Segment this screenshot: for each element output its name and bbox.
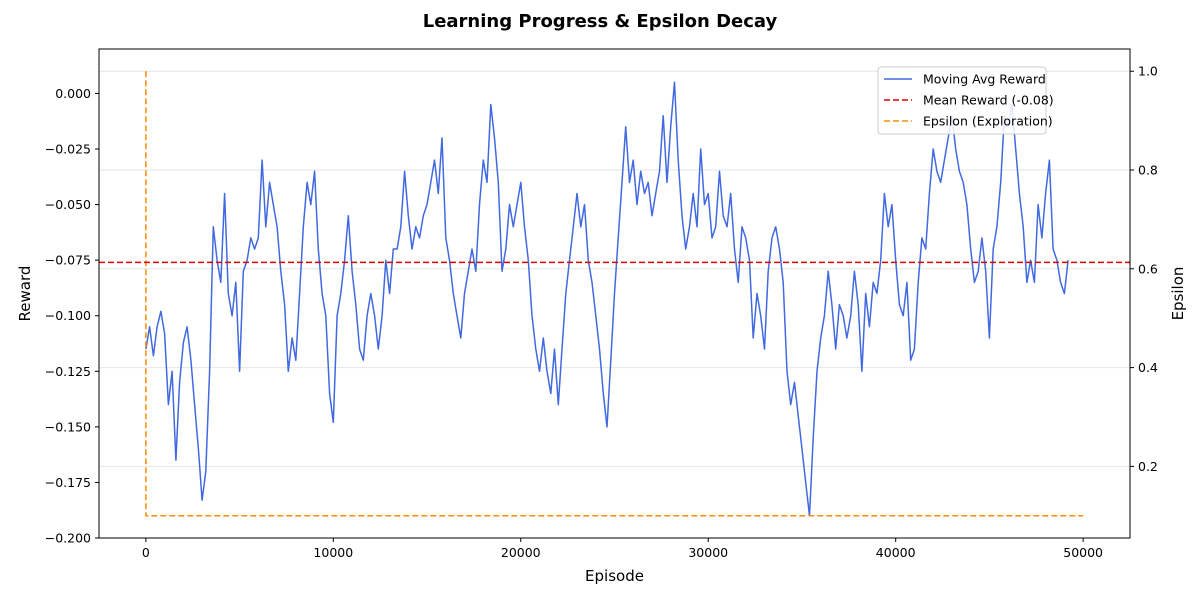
legend: Moving Avg Reward Mean Reward (-0.08) Epsi…: [877, 66, 1054, 135]
y-right-tick-label: 0.8: [1138, 163, 1158, 178]
y-left-tick-label: −0.200: [45, 531, 91, 546]
y-axis-right: 1.0 0.8 0.6 0.4 0.2: [1130, 64, 1158, 474]
y-axis-left: 0.000 −0.025 −0.050 −0.075 −0.100 −0.125 −0.15…: [45, 86, 99, 546]
legend-box: [877, 66, 1047, 135]
y-left-tick-label: −0.150: [45, 419, 91, 434]
y-left-tick-label: −0.125: [45, 364, 91, 379]
y-right-tick-label: 0.6: [1138, 261, 1158, 276]
y-left-tick-label: −0.025: [45, 142, 91, 157]
y-right-tick-label: 0.4: [1138, 360, 1158, 375]
legend-label: Epsilon (Exploration): [923, 114, 1053, 129]
y-left-tick-label: −0.075: [45, 253, 91, 268]
legend-label: Moving Avg Reward: [923, 72, 1046, 87]
y-left-tick-label: 0.000: [55, 86, 91, 101]
epsilon-line: [145, 71, 1084, 517]
y-right-tick-label: 1.0: [1138, 64, 1158, 79]
moving-avg-reward-line: [145, 81, 1069, 517]
series-layer: [99, 71, 1130, 517]
x-tick-label: 0: [142, 545, 150, 560]
x-tick-label: 30000: [688, 545, 728, 560]
chart-title: Learning Progress & Epsilon Decay: [423, 11, 778, 32]
y-axis-right-label: Epsilon: [1169, 267, 1187, 321]
y-left-tick-label: −0.175: [45, 475, 91, 490]
x-tick-label: 10000: [313, 545, 353, 560]
y-right-tick-label: 0.2: [1138, 459, 1158, 474]
x-tick-label: 20000: [501, 545, 541, 560]
y-axis-left-label: Reward: [16, 266, 34, 322]
plot-frame: [98, 48, 1131, 539]
x-axis-label: Episode: [585, 567, 644, 585]
legend-label: Mean Reward (-0.08): [923, 93, 1054, 108]
x-tick-label: 40000: [876, 545, 916, 560]
y-left-tick-label: −0.100: [45, 308, 91, 323]
x-axis: 0 10000 20000 30000 40000 50000: [142, 538, 1103, 560]
x-tick-label: 50000: [1063, 545, 1103, 560]
y-left-tick-label: −0.050: [45, 197, 91, 212]
